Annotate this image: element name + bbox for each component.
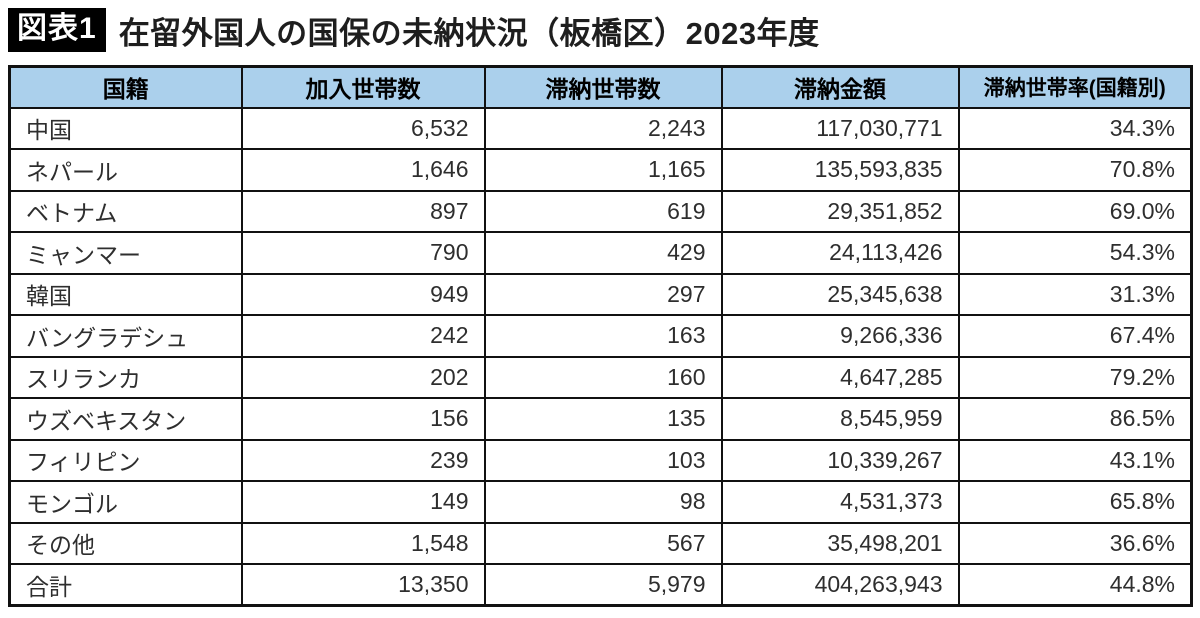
nationality-cell: スリランカ (8, 355, 243, 399)
value-cell: 43.1% (957, 438, 1193, 482)
value-cell: 79.2% (957, 355, 1193, 399)
value-cell: 163 (483, 314, 723, 358)
table-row: 合計 13,350 5,979 404,263,943 44.8% (8, 563, 1193, 607)
nationality-cell: ベトナム (8, 189, 243, 233)
unpaid-status-table: 国籍 加入世帯数 滞納世帯数 滞納金額 滞納世帯率(国籍別) 中国 6,532 2,… (8, 65, 1193, 607)
value-cell: 10,339,267 (720, 438, 960, 482)
value-cell: 897 (240, 189, 486, 233)
table-row: 中国 6,532 2,243 117,030,771 34.3% (8, 106, 1193, 150)
value-cell: 242 (240, 314, 486, 358)
table-row: ウズベキスタン 156 135 8,545,959 86.5% (8, 397, 1193, 441)
figure-titlebar: 図表1 在留外国人の国保の未納状況（板橋区）2023年度 (8, 6, 1191, 54)
value-cell: 117,030,771 (720, 106, 960, 150)
table-row: バングラデシュ 242 163 9,266,336 67.4% (8, 314, 1193, 358)
table-row: ネパール 1,646 1,165 135,593,835 70.8% (8, 148, 1193, 192)
value-cell: 29,351,852 (720, 189, 960, 233)
value-cell: 2,243 (483, 106, 723, 150)
col-header-enrolled-households: 加入世帯数 (240, 65, 486, 109)
value-cell: 239 (240, 438, 486, 482)
value-cell: 86.5% (957, 397, 1193, 441)
table-row: その他 1,548 567 35,498,201 36.6% (8, 521, 1193, 565)
nationality-cell: ミャンマー (8, 231, 243, 275)
value-cell: 25,345,638 (720, 272, 960, 316)
table-body: 中国 6,532 2,243 117,030,771 34.3% ネパール 1,646 1,1… (8, 106, 1193, 607)
value-cell: 65.8% (957, 480, 1193, 524)
value-cell: 4,647,285 (720, 355, 960, 399)
value-cell: 5,979 (483, 563, 723, 607)
nationality-cell: 韓国 (8, 272, 243, 316)
value-cell: 949 (240, 272, 486, 316)
table-header-row: 国籍 加入世帯数 滞納世帯数 滞納金額 滞納世帯率(国籍別) (8, 65, 1193, 109)
value-cell: 98 (483, 480, 723, 524)
value-cell: 160 (483, 355, 723, 399)
value-cell: 4,531,373 (720, 480, 960, 524)
nationality-cell: フィリピン (8, 438, 243, 482)
value-cell: 429 (483, 231, 723, 275)
value-cell: 54.3% (957, 231, 1193, 275)
value-cell: 36.6% (957, 521, 1193, 565)
table-row: モンゴル 149 98 4,531,373 65.8% (8, 480, 1193, 524)
value-cell: 103 (483, 438, 723, 482)
value-cell: 156 (240, 397, 486, 441)
value-cell: 67.4% (957, 314, 1193, 358)
value-cell: 70.8% (957, 148, 1193, 192)
value-cell: 69.0% (957, 189, 1193, 233)
value-cell: 35,498,201 (720, 521, 960, 565)
value-cell: 567 (483, 521, 723, 565)
value-cell: 9,266,336 (720, 314, 960, 358)
nationality-cell: バングラデシュ (8, 314, 243, 358)
figure-number-badge: 図表1 (8, 8, 106, 52)
value-cell: 1,646 (240, 148, 486, 192)
value-cell: 1,548 (240, 521, 486, 565)
nationality-cell: 合計 (8, 563, 243, 607)
table-row: ベトナム 897 619 29,351,852 69.0% (8, 189, 1193, 233)
col-header-delinquent-amount: 滞納金額 (720, 65, 960, 109)
value-cell: 13,350 (240, 563, 486, 607)
value-cell: 24,113,426 (720, 231, 960, 275)
table-row: ミャンマー 790 429 24,113,426 54.3% (8, 231, 1193, 275)
value-cell: 404,263,943 (720, 563, 960, 607)
nationality-cell: 中国 (8, 106, 243, 150)
col-header-delinquency-rate: 滞納世帯率(国籍別) (957, 65, 1193, 109)
nationality-cell: ウズベキスタン (8, 397, 243, 441)
nationality-cell: ネパール (8, 148, 243, 192)
value-cell: 31.3% (957, 272, 1193, 316)
value-cell: 297 (483, 272, 723, 316)
value-cell: 619 (483, 189, 723, 233)
value-cell: 790 (240, 231, 486, 275)
value-cell: 8,545,959 (720, 397, 960, 441)
table-row: 韓国 949 297 25,345,638 31.3% (8, 272, 1193, 316)
col-header-nationality: 国籍 (8, 65, 243, 109)
value-cell: 135 (483, 397, 723, 441)
value-cell: 34.3% (957, 106, 1193, 150)
nationality-cell: モンゴル (8, 480, 243, 524)
value-cell: 202 (240, 355, 486, 399)
page-title: 在留外国人の国保の未納状況（板橋区）2023年度 (118, 15, 820, 51)
col-header-delinquent-households: 滞納世帯数 (483, 65, 723, 109)
value-cell: 149 (240, 480, 486, 524)
value-cell: 6,532 (240, 106, 486, 150)
value-cell: 1,165 (483, 148, 723, 192)
table-row: スリランカ 202 160 4,647,285 79.2% (8, 355, 1193, 399)
value-cell: 135,593,835 (720, 148, 960, 192)
table-row: フィリピン 239 103 10,339,267 43.1% (8, 438, 1193, 482)
nationality-cell: その他 (8, 521, 243, 565)
value-cell: 44.8% (957, 563, 1193, 607)
